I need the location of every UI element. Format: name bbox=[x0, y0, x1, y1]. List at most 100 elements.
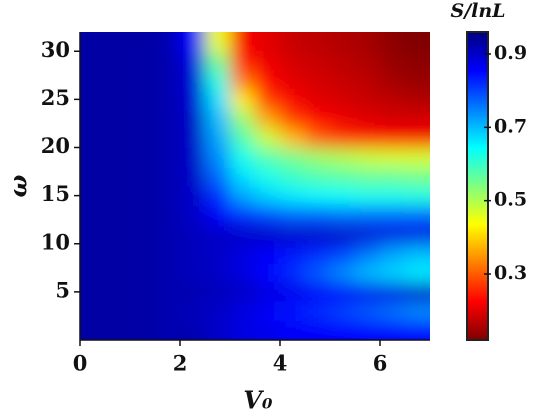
heatmap-cell bbox=[305, 147, 331, 168]
heatmap-cell bbox=[155, 282, 181, 302]
heatmap-cell bbox=[180, 32, 206, 52]
heatmap-cell bbox=[280, 320, 306, 340]
colorbar-swatch bbox=[467, 294, 488, 297]
colorbar-swatch bbox=[467, 74, 488, 77]
colorbar-swatch bbox=[467, 226, 488, 229]
heatmap-cell bbox=[255, 89, 281, 110]
heatmap-cell bbox=[380, 70, 406, 91]
heatmap-cell bbox=[155, 320, 181, 340]
heatmap-cell bbox=[180, 166, 206, 187]
heatmap-cell bbox=[80, 166, 106, 187]
heatmap-cell bbox=[230, 205, 256, 225]
colorbar-swatch bbox=[467, 208, 488, 211]
heatmap-cell bbox=[130, 301, 156, 322]
colorbar-swatch bbox=[467, 86, 488, 89]
heatmap-cell bbox=[180, 51, 206, 71]
heatmap-cell bbox=[105, 70, 131, 91]
heatmap-cell bbox=[130, 263, 156, 283]
colorbar-swatch bbox=[467, 214, 488, 217]
heatmap-cell bbox=[330, 89, 356, 110]
colorbar-swatch bbox=[467, 296, 488, 299]
heatmap-cell bbox=[380, 147, 406, 168]
colorbar-swatch bbox=[467, 310, 488, 313]
colorbar-swatch bbox=[467, 118, 488, 121]
colorbar-swatch bbox=[467, 250, 488, 253]
colorbar-swatch bbox=[467, 82, 488, 85]
heatmap-cell bbox=[405, 109, 430, 129]
colorbar-swatch bbox=[467, 64, 488, 67]
heatmap-cell bbox=[405, 32, 430, 52]
heatmap-cell bbox=[330, 147, 356, 168]
heatmap-cell bbox=[355, 147, 381, 168]
colorbar-swatch bbox=[467, 96, 488, 99]
colorbar-swatch bbox=[467, 182, 488, 185]
heatmap-cell bbox=[255, 32, 281, 52]
heatmap-cell bbox=[355, 205, 381, 225]
colorbar-swatch bbox=[467, 156, 488, 159]
colorbar-swatch bbox=[467, 280, 488, 283]
y-axis-label: ω bbox=[4, 174, 33, 197]
colorbar-swatch bbox=[467, 202, 488, 205]
colorbar-swatch bbox=[467, 174, 488, 177]
colorbar-swatch bbox=[467, 270, 488, 273]
heatmap-cell bbox=[105, 166, 131, 187]
colorbar-swatch bbox=[467, 262, 488, 265]
heatmap-cell bbox=[280, 32, 306, 52]
heatmap-cell bbox=[255, 51, 281, 71]
colorbar-tick-label: 0.3 bbox=[494, 262, 527, 284]
colorbar-swatch bbox=[467, 148, 488, 151]
colorbar-swatch bbox=[467, 198, 488, 201]
heatmap-cell bbox=[280, 224, 306, 245]
colorbar-swatch bbox=[467, 284, 488, 287]
heatmap-cell bbox=[180, 301, 206, 322]
heatmap-cell bbox=[330, 224, 356, 245]
heatmap-cell bbox=[305, 224, 331, 245]
colorbar-swatch bbox=[467, 192, 488, 195]
colorbar-swatch bbox=[467, 336, 488, 339]
heatmap-cell bbox=[355, 89, 381, 110]
colorbar-swatch bbox=[467, 88, 488, 91]
colorbar-swatch bbox=[467, 128, 488, 131]
colorbar-swatch bbox=[467, 276, 488, 279]
heatmap-cell bbox=[330, 70, 356, 91]
colorbar-swatch bbox=[467, 34, 488, 37]
heatmap-cell bbox=[230, 128, 256, 148]
heatmap-cell bbox=[180, 205, 206, 225]
heatmap-cell bbox=[305, 282, 331, 302]
heatmap-cell bbox=[405, 70, 430, 91]
heatmap-cell bbox=[280, 147, 306, 168]
heatmap-cell bbox=[355, 263, 381, 283]
colorbar-swatch bbox=[467, 184, 488, 187]
heatmap-cell bbox=[105, 51, 131, 71]
heatmap-cell bbox=[355, 243, 381, 264]
heatmap-cell bbox=[230, 243, 256, 264]
colorbar-swatch bbox=[467, 186, 488, 189]
colorbar-swatch bbox=[467, 36, 488, 39]
colorbar-swatch bbox=[467, 42, 488, 45]
colorbar-swatch bbox=[467, 298, 488, 301]
colorbar-swatch bbox=[467, 60, 488, 63]
y-tick-label: 30 bbox=[41, 37, 70, 62]
heatmap-cell bbox=[355, 128, 381, 148]
heatmap-cell bbox=[380, 51, 406, 71]
heatmap-cell bbox=[105, 186, 131, 206]
heatmap-cell bbox=[205, 263, 231, 283]
heatmap-cell bbox=[255, 282, 281, 302]
colorbar-swatch bbox=[467, 312, 488, 315]
heatmap-cell bbox=[205, 32, 231, 52]
colorbar-tick-label: 0.5 bbox=[494, 189, 527, 211]
heatmap-cell bbox=[405, 243, 430, 264]
heatmap-cell bbox=[305, 205, 331, 225]
heatmap-cell bbox=[80, 243, 106, 264]
heatmap-cell bbox=[80, 205, 106, 225]
heatmap-cell bbox=[105, 147, 131, 168]
heatmap-cell bbox=[205, 205, 231, 225]
colorbar-swatch bbox=[467, 258, 488, 261]
heatmap-cell bbox=[355, 320, 381, 340]
colorbar-label: S/lnL bbox=[450, 0, 505, 22]
colorbar-swatch bbox=[467, 80, 488, 83]
heatmap-cell bbox=[155, 243, 181, 264]
heatmap-cell bbox=[105, 32, 131, 52]
colorbar-swatch bbox=[467, 32, 488, 35]
